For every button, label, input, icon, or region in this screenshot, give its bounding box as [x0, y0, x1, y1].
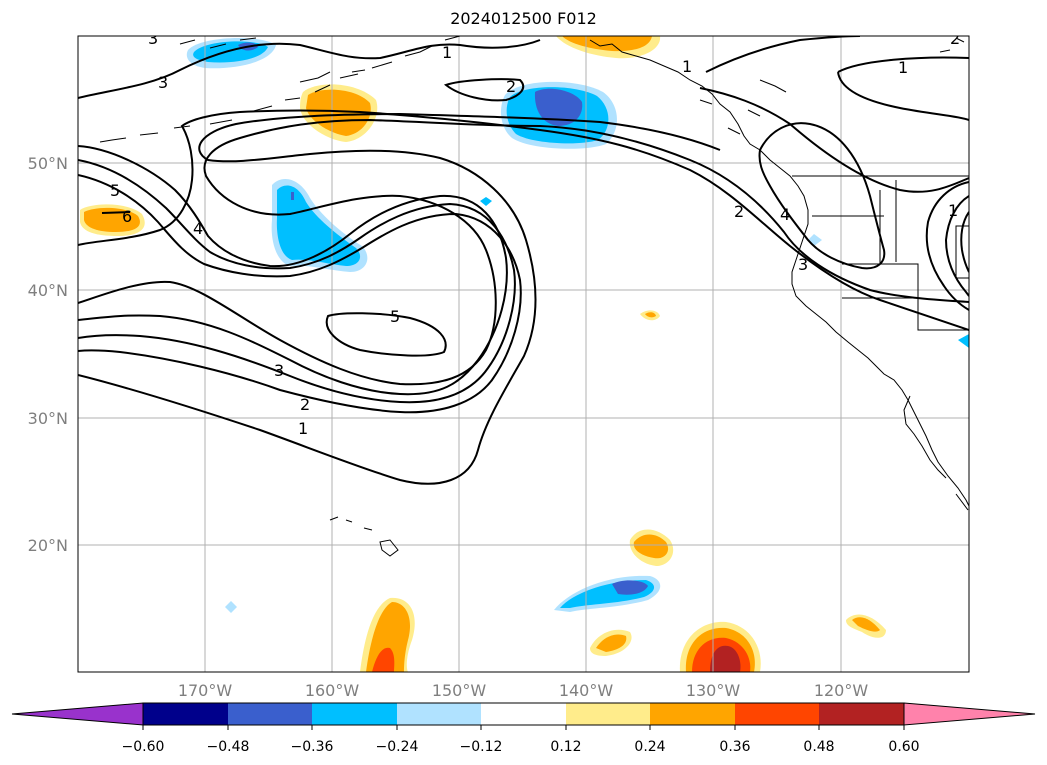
lat-label: 40°N — [28, 281, 68, 300]
colorbar-segment — [819, 703, 904, 725]
contour-label: 1 — [442, 43, 452, 62]
anomaly-negative-area — [534, 88, 583, 126]
lat-label: 30°N — [28, 409, 68, 428]
colorbar-segment — [481, 703, 566, 725]
colorbar-max-extension — [903, 702, 1036, 726]
anomaly-positive-area — [84, 207, 140, 232]
colorbar-tick-label: −0.60 — [122, 739, 165, 755]
shaded-fields — [80, 36, 969, 672]
contour-label: 1 — [898, 58, 908, 77]
contour-label: 3 — [148, 29, 158, 48]
colorbar-segment — [650, 703, 735, 725]
contour-label: 2 — [506, 77, 516, 96]
graticule — [78, 36, 969, 672]
lon-label: 120°W — [814, 681, 869, 700]
map-frame — [77, 35, 970, 673]
anomaly-positive-area — [562, 36, 652, 52]
anomaly-positive-area — [710, 645, 741, 672]
lon-label: 160°W — [305, 681, 360, 700]
lat-label: 50°N — [28, 154, 68, 173]
contour-label: 3 — [798, 255, 808, 274]
contour-label: 3 — [274, 361, 284, 380]
colorbar-segment — [228, 703, 312, 725]
anomaly-positive-area — [596, 634, 627, 652]
anomaly-negative-area — [480, 197, 492, 206]
map-plot-area: 1 2 3 4 5 6 5 3 2 1 2 1 1 2 3 1 4 3 — [78, 29, 969, 672]
contour-label: 4 — [780, 205, 790, 224]
colorbar-segment — [735, 703, 819, 725]
contour-label: 6 — [122, 207, 132, 226]
anomaly-positive-area — [645, 312, 656, 318]
lon-label: 150°W — [432, 681, 487, 700]
anomaly-negative-area — [808, 234, 822, 246]
anomaly-negative-area — [291, 192, 294, 200]
contours — [78, 36, 969, 485]
lon-label: 170°W — [178, 681, 233, 700]
colorbar-tick-label: 0.24 — [634, 739, 665, 755]
colorbar-tick-label: 0.60 — [888, 739, 919, 755]
map-title: 2024012500 F012 — [450, 9, 597, 28]
contour-label: 2 — [734, 202, 744, 221]
contour-label: 3 — [158, 73, 168, 92]
anomaly-positive-area — [372, 647, 395, 672]
colorbar-tick-label: 0.12 — [550, 739, 581, 755]
contour-label: 1 — [682, 57, 692, 76]
colorbar-tick-label: −0.48 — [207, 739, 250, 755]
colorbar-segment — [397, 703, 481, 725]
contour-label: 5 — [390, 307, 400, 326]
contour-label: 1 — [948, 201, 958, 220]
anomaly-negative-area — [958, 334, 969, 348]
lon-label: 140°W — [559, 681, 614, 700]
contour-labels: 1 2 3 4 5 6 5 3 2 1 2 1 1 2 3 1 4 3 — [110, 29, 960, 438]
anomaly-positive-area — [306, 89, 371, 136]
colorbar-segment — [566, 703, 650, 725]
anomaly-positive-area — [366, 602, 411, 672]
colorbar-segment — [143, 703, 228, 725]
contour-label: 5 — [110, 181, 120, 200]
longitude-labels: 170°W 160°W 150°W 140°W 130°W 120°W — [178, 681, 869, 700]
anomaly-positive-area — [633, 534, 669, 559]
colorbar-ticks — [142, 725, 905, 730]
colorbar-min-extension — [11, 702, 144, 726]
latitude-labels: 50°N 40°N 30°N 20°N — [28, 154, 68, 555]
colorbar-tick-label: −0.24 — [376, 739, 419, 755]
anomaly-negative-area — [276, 185, 361, 266]
coastlines — [99, 36, 969, 557]
colorbar-outline — [142, 702, 905, 726]
contour-label: 1 — [298, 419, 308, 438]
contour-label: 2 — [950, 29, 960, 48]
lon-label: 130°W — [686, 681, 741, 700]
colorbar-tick-label: −0.36 — [291, 739, 334, 755]
colorbar: −0.60 −0.48 −0.36 −0.24 −0.12 0.12 0.24 … — [11, 702, 1036, 755]
lat-label: 20°N — [28, 536, 68, 555]
colorbar-tick-label: 0.36 — [719, 739, 750, 755]
contour-label: 2 — [300, 395, 310, 414]
anomaly-negative-area — [225, 601, 237, 613]
anomaly-positive-area — [852, 617, 880, 632]
anomaly-negative-area — [612, 580, 648, 595]
colorbar-tick-label: −0.12 — [460, 739, 503, 755]
colorbar-segment — [312, 703, 397, 725]
colorbar-tick-label: 0.48 — [803, 739, 834, 755]
contour-label: 4 — [193, 219, 203, 238]
